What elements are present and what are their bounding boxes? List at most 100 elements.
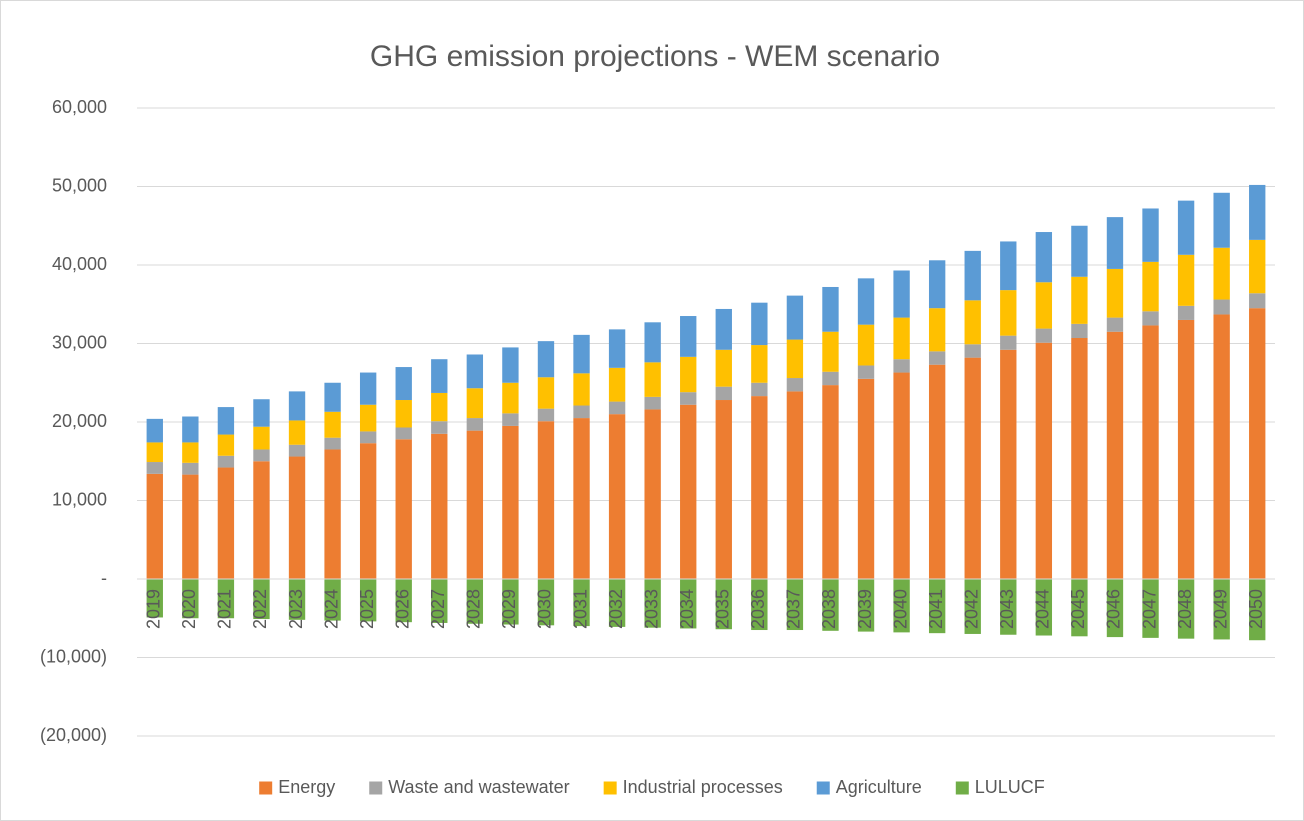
bar-segment: [324, 411, 341, 438]
bar-segment: [253, 426, 270, 450]
bar-segment: [751, 345, 768, 383]
bar-segment: [537, 408, 555, 422]
bar-segment: [395, 427, 412, 440]
bar-segment: [1249, 239, 1266, 294]
bar-segment: [502, 425, 519, 579]
x-tick-label: 2023: [286, 589, 306, 629]
y-tick-label: -: [101, 568, 107, 588]
bar-segment: [288, 456, 306, 579]
bar-segment: [928, 351, 946, 365]
bar-segment: [1213, 299, 1230, 315]
bar-segment: [431, 421, 448, 434]
bar-segment: [822, 385, 839, 579]
y-tick-label: 50,000: [52, 175, 107, 195]
bar-segment: [751, 382, 768, 397]
bar-segment: [217, 467, 235, 579]
bar-segment: [715, 400, 732, 579]
x-tick-label: 2043: [997, 589, 1017, 629]
bar-segment: [288, 420, 306, 445]
bar-segment: [928, 308, 946, 352]
chart-title: GHG emission projections - WEM scenario: [370, 40, 940, 73]
x-tick-label: 2045: [1068, 589, 1088, 629]
bar-segment: [1035, 232, 1053, 283]
bar-segment: [466, 354, 484, 389]
bar-segment: [786, 579, 804, 631]
bar-segment: [928, 260, 946, 309]
x-tick-label: 2022: [250, 589, 270, 629]
bar-segment: [1213, 314, 1230, 579]
bar-segment: [680, 356, 697, 393]
bar-segment: [1213, 579, 1230, 640]
bar-segment: [893, 359, 910, 373]
bar-segment: [857, 365, 875, 379]
bar-segment: [1177, 579, 1195, 639]
bar-segment: [288, 579, 306, 620]
bar-segment: [573, 373, 590, 406]
bar-segment: [395, 579, 412, 623]
bar-segment: [146, 442, 163, 463]
bar-segment: [466, 579, 484, 624]
bar-segment: [502, 413, 519, 426]
bar-segment: [253, 449, 270, 462]
x-tick-label: 2048: [1175, 589, 1195, 629]
bar-segment: [395, 400, 412, 428]
bar-segment: [1000, 349, 1017, 579]
bar-segment: [431, 392, 448, 422]
bar-segment: [395, 439, 412, 579]
bar-segment: [644, 579, 661, 628]
bar-segment: [359, 372, 377, 405]
bar-segment: [502, 579, 519, 625]
bar-segment: [964, 357, 981, 579]
bar-segment: [786, 295, 804, 340]
x-tick-label: 2033: [641, 589, 661, 629]
bar-segment: [182, 474, 199, 579]
bar-segment: [324, 382, 341, 412]
x-tick-label: 2049: [1210, 589, 1230, 629]
bar-segment: [288, 391, 306, 421]
x-tick-label: 2035: [713, 589, 733, 629]
bar-segment: [608, 367, 626, 402]
y-tick-label: 10,000: [52, 489, 107, 509]
bar-segment: [1249, 184, 1266, 240]
bar-segment: [1177, 254, 1195, 306]
bar-segment: [182, 416, 199, 443]
x-tick-label: 2031: [570, 589, 590, 629]
bar-segment: [1177, 200, 1195, 255]
bar-segment: [715, 349, 732, 387]
bar-segment: [1249, 293, 1266, 309]
bar-segment: [537, 377, 555, 409]
bar-segment: [715, 308, 732, 350]
legend-label: Energy: [278, 777, 335, 797]
x-tick-label: 2020: [179, 589, 199, 629]
bar-segment: [146, 418, 163, 443]
bar-segment: [502, 347, 519, 383]
bar-segment: [1106, 331, 1124, 579]
bar-segment: [893, 372, 910, 579]
bar-segment: [1213, 247, 1230, 300]
bar-segment: [1071, 276, 1088, 324]
x-tick-label: 2028: [464, 589, 484, 629]
bar-segment: [182, 579, 199, 619]
bar-segment: [1000, 290, 1017, 336]
legend-label: Waste and wastewater: [388, 777, 569, 797]
bar-segment: [573, 579, 590, 627]
bar-segment: [288, 444, 306, 457]
bar-segment: [253, 579, 270, 620]
bar-segment: [146, 579, 163, 618]
bar-segment: [537, 579, 555, 626]
bar-segment: [1142, 311, 1159, 326]
bar-segment: [786, 391, 804, 579]
bar-segment: [1035, 328, 1053, 343]
x-tick-label: 2042: [961, 589, 981, 629]
x-tick-label: 2019: [144, 589, 164, 629]
bar-segment: [359, 579, 377, 622]
bar-segment: [537, 421, 555, 579]
legend-swatch: [259, 781, 273, 795]
bar-segment: [359, 431, 377, 444]
bar-segment: [466, 430, 484, 579]
bar-segment: [928, 579, 946, 634]
bar-segment: [857, 378, 875, 579]
bar-segment: [608, 329, 626, 368]
y-tick-label: 40,000: [52, 254, 107, 274]
